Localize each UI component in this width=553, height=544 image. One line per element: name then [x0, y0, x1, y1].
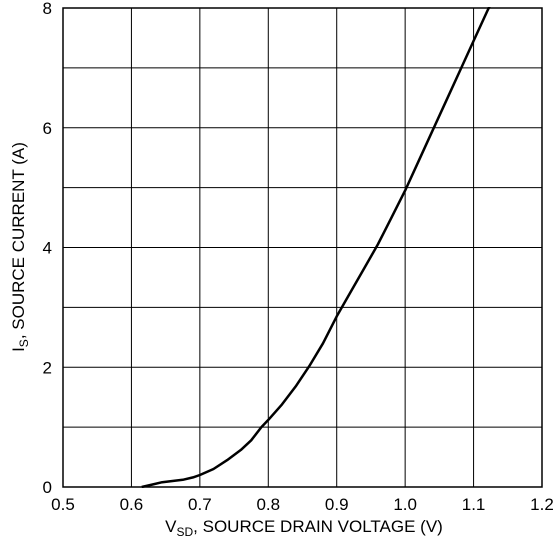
y-axis-title: IS, SOURCE CURRENT (A): [9, 142, 31, 352]
x-axis-title: VSD, SOURCE DRAIN VOLTAGE (V): [165, 517, 443, 539]
x-tick-label: 1.0: [393, 495, 417, 514]
y-tick-label: 0: [43, 478, 52, 497]
tick-labels: 0.5 0.6 0.7 0.8 0.9 1.0 1.1 1.2 0 2 4 6 8: [43, 0, 553, 514]
source-current-curve: [141, 7, 491, 488]
x-tick-label: 0.9: [325, 495, 349, 514]
x-tick-label: 0.8: [256, 495, 280, 514]
x-tick-label: 0.7: [188, 495, 212, 514]
x-tick-label: 1.1: [462, 495, 486, 514]
y-tick-label: 6: [43, 119, 52, 138]
y-tick-label: 8: [43, 0, 52, 18]
plot-border: [62, 7, 543, 488]
grid: [62, 7, 543, 488]
x-tick-label: 1.2: [530, 495, 553, 514]
x-tick-label: 0.5: [51, 495, 75, 514]
y-tick-label: 2: [43, 358, 52, 377]
x-tick-label: 0.6: [120, 495, 144, 514]
y-tick-label: 4: [43, 239, 52, 258]
curve-layer: [141, 7, 491, 488]
